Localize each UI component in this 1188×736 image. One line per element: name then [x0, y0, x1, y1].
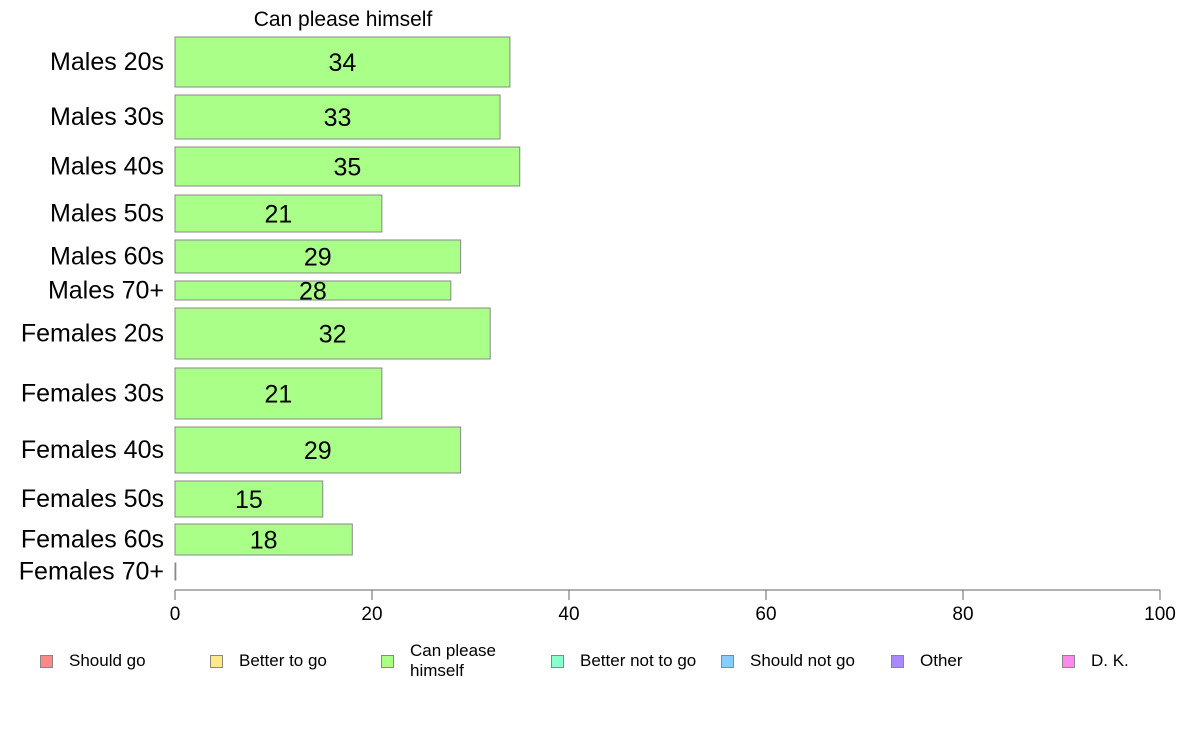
legend-label: Should not go — [750, 651, 855, 670]
category-label: Females 70+ — [19, 558, 164, 586]
data-label: 28 — [299, 278, 327, 306]
legend-item: Other — [891, 636, 963, 686]
bar — [174, 239, 462, 274]
legend-swatch — [381, 654, 394, 668]
data-label: 33 — [324, 104, 352, 132]
data-label: 21 — [265, 381, 293, 409]
category-label: Females 60s — [21, 526, 164, 554]
x-tick-label: 100 — [1144, 604, 1176, 625]
bar — [174, 146, 521, 187]
bars-group: Males 20s 34 Males 30s 33 Males 40s 35 Males 5… — [19, 36, 521, 586]
legend-item: Better to go — [210, 636, 327, 686]
legend-label: Can please himself — [410, 641, 497, 680]
legend-swatch — [551, 654, 564, 668]
category-label: Females 50s — [21, 485, 164, 513]
legend-swatch — [1062, 654, 1075, 668]
bar — [174, 94, 501, 140]
data-label: 18 — [250, 527, 278, 555]
category-label: Males 50s — [50, 200, 164, 228]
data-label: 29 — [304, 244, 332, 272]
legend-item: Better not to go — [551, 636, 696, 686]
legend-swatch — [210, 654, 223, 668]
category-label: Males 20s — [50, 48, 164, 76]
category-label: Males 30s — [50, 103, 164, 131]
legend-item: Should not go — [721, 636, 855, 686]
bar — [174, 480, 324, 518]
legend-label: Better to go — [239, 651, 327, 670]
x-tick-label: 80 — [952, 604, 973, 625]
category-label: Females 40s — [21, 436, 164, 464]
legend-swatch — [721, 654, 734, 668]
bar — [174, 307, 491, 360]
legend-item: Can please himself — [381, 636, 510, 686]
bar — [174, 426, 462, 474]
data-label: 34 — [329, 49, 357, 77]
bar — [174, 36, 511, 88]
data-label: 32 — [319, 321, 347, 349]
x-tick-label: 60 — [755, 604, 776, 625]
category-label: Males 70+ — [48, 277, 164, 305]
legend-label: Other — [920, 651, 963, 670]
bar — [174, 562, 177, 581]
x-tick-label: 20 — [361, 604, 382, 625]
data-label: 29 — [304, 437, 332, 465]
category-label: Females 30s — [21, 380, 164, 408]
x-tick-label: 40 — [558, 604, 579, 625]
data-label: 35 — [333, 154, 361, 182]
legend-swatch — [40, 654, 53, 668]
x-tick-label: 0 — [170, 604, 181, 625]
category-label: Males 40s — [50, 153, 164, 181]
data-label: 15 — [235, 486, 263, 514]
bar — [174, 280, 452, 301]
bar — [174, 194, 383, 233]
bar — [174, 523, 353, 556]
legend-label: D. K. — [1091, 651, 1129, 670]
category-label: Females 20s — [21, 320, 164, 348]
legend-label: Better not to go — [580, 651, 697, 670]
category-label: Males 60s — [50, 243, 164, 271]
legend-item: D. K. — [1062, 636, 1129, 686]
legend: Should go Better to go Can please himself B… — [0, 636, 1188, 696]
bar-chart: Can please himself Males 20s 34 Males 30s 3… — [19, 8, 1176, 625]
bar — [174, 367, 383, 420]
legend-item: Should go — [40, 636, 146, 686]
chart-title: Can please himself — [254, 8, 433, 31]
legend-swatch — [891, 654, 904, 668]
x-axis: 0 20 40 60 80 100 — [170, 589, 1176, 625]
data-label: 21 — [265, 201, 293, 229]
legend-label: Should go — [69, 651, 146, 670]
